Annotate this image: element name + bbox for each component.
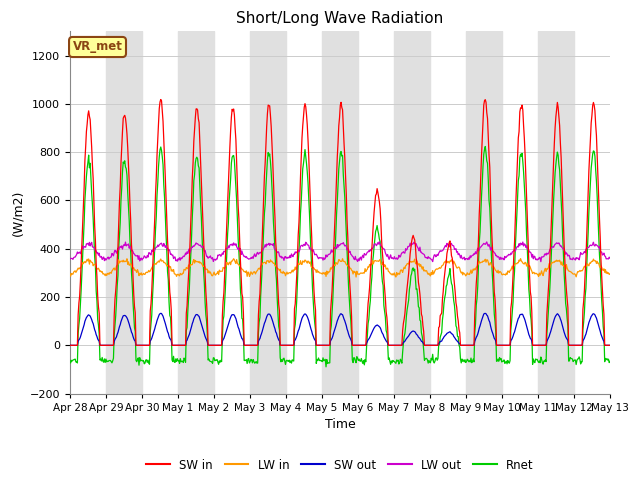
Bar bbox=[394, 32, 430, 394]
Legend: SW in, LW in, SW out, LW out, Rnet: SW in, LW in, SW out, LW out, Rnet bbox=[141, 454, 538, 476]
Bar bbox=[178, 32, 214, 394]
Bar bbox=[466, 32, 502, 394]
Bar bbox=[322, 32, 358, 394]
Title: Short/Long Wave Radiation: Short/Long Wave Radiation bbox=[236, 11, 444, 26]
X-axis label: Time: Time bbox=[324, 418, 355, 431]
Bar bbox=[538, 32, 574, 394]
Bar bbox=[106, 32, 142, 394]
Y-axis label: (W/m2): (W/m2) bbox=[11, 189, 24, 236]
Bar bbox=[250, 32, 286, 394]
Text: VR_met: VR_met bbox=[72, 40, 122, 53]
